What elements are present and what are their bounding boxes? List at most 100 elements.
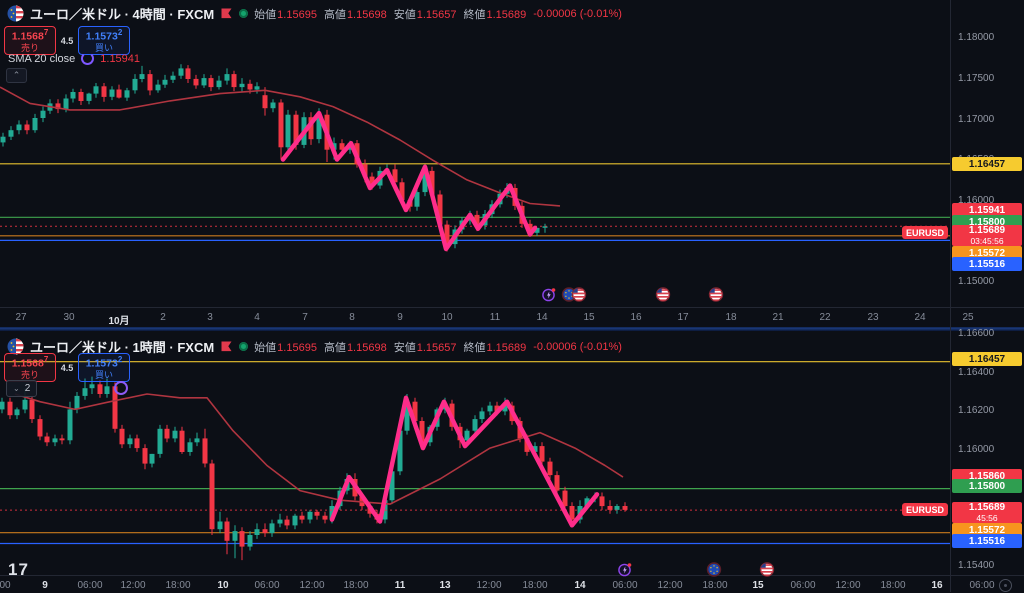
candle-body[interactable] [147,74,153,91]
market-status-icon[interactable] [239,9,249,18]
candle-body[interactable] [547,461,553,476]
legend-collapse-button[interactable]: ⌃ [6,68,27,83]
pane-separator[interactable] [0,326,1024,331]
candle-body[interactable] [527,223,533,233]
price-level-label[interactable]: 1.15572 [952,523,1022,537]
candle-body[interactable] [40,110,46,118]
candle-body[interactable] [70,92,76,99]
sell-button[interactable]: 1.15687 売り [4,353,56,382]
buy-button[interactable]: 1.15732 買い [78,353,130,382]
time-axis-1h[interactable]: 00 9 06:00 12:00 18:00 10 06:00 12:00 18:00 11 13 1… [0,575,1024,593]
time-axis-4h[interactable]: 27 30 10月 2 3 4 7 8 9 10 11 14 15 16 17 18 21 22 23 24 25 [0,307,1024,327]
candle-body[interactable] [534,227,540,233]
zigzag-line[interactable] [280,110,538,252]
candle-body[interactable] [78,92,84,101]
candle-body[interactable] [232,531,238,541]
candle-body[interactable] [464,430,470,441]
candle-body[interactable] [116,89,122,98]
current-price-label[interactable]: 1.15689 03:45:56 [952,225,1022,246]
candle-body[interactable] [329,506,335,520]
candle-body[interactable] [178,68,184,76]
candle-body[interactable] [247,83,253,90]
candle-body[interactable] [93,86,99,94]
candle-body[interactable] [89,384,95,389]
candle-body[interactable] [132,78,138,91]
candle-body[interactable] [224,74,230,81]
candle-body[interactable] [32,118,38,131]
candle-body[interactable] [524,438,530,452]
candle-body[interactable] [16,124,22,131]
sma-line[interactable] [0,86,561,207]
candle-body[interactable] [97,384,103,394]
candle-body[interactable] [55,103,61,110]
candle-body[interactable] [124,90,130,98]
candle-body[interactable] [119,428,125,445]
candle-body[interactable] [254,86,260,90]
candle-body[interactable] [231,74,237,88]
zigzag-line[interactable] [329,395,600,528]
candle-body[interactable] [239,83,245,88]
candle-body[interactable] [209,463,215,530]
candle-body[interactable] [437,194,443,225]
candle-body[interactable] [155,84,161,91]
candle-body[interactable] [0,401,5,410]
price-level-label[interactable]: 1.15516 [952,257,1022,271]
candle-body[interactable] [29,399,35,420]
event-marker[interactable] [759,562,775,582]
candle-body[interactable] [217,521,223,530]
economic-event-flash-icon[interactable] [542,287,557,302]
candle-body[interactable] [24,124,30,131]
candle-body[interactable] [389,471,395,501]
candle-body[interactable] [607,506,613,510]
candle-body[interactable] [109,89,115,97]
collapsed-indicators-badge[interactable]: ⌄ 2 [6,380,38,397]
candle-body[interactable] [14,409,20,416]
candle-body[interactable] [170,75,176,80]
candle-body[interactable] [22,399,28,410]
candle-body[interactable] [322,515,328,520]
candle-body[interactable] [164,428,170,439]
candle-body[interactable] [202,438,208,464]
candle-body[interactable] [82,388,88,396]
candle-body[interactable] [134,438,140,449]
candle-body[interactable] [193,78,199,86]
candle-body[interactable] [262,95,268,109]
candle-body[interactable] [293,114,299,145]
event-marker[interactable] [706,562,722,582]
candle-body[interactable] [479,411,485,420]
candle-body[interactable] [399,182,405,201]
candlestick-plot-1h[interactable] [0,331,950,575]
candle-body[interactable] [185,68,191,79]
candle-body[interactable] [247,535,253,547]
buy-button[interactable]: 1.15732 買い [78,26,130,55]
candle-body[interactable] [474,214,480,226]
sma-legend[interactable]: SMA 20 close 1.15941 [8,52,140,65]
candle-body[interactable] [422,170,428,193]
tradingview-logo[interactable]: 17 [8,560,29,579]
candle-body[interactable] [187,442,193,452]
event-marker[interactable] [618,562,633,582]
candle-body[interactable] [307,511,313,520]
eu-flag-event-icon[interactable] [706,562,722,577]
candle-body[interactable] [157,428,163,454]
sma-line[interactable] [14,393,624,505]
candle-body[interactable] [569,506,575,520]
us-flag-event-icon[interactable] [708,287,724,302]
candle-body[interactable] [392,169,398,183]
candle-body[interactable] [278,102,284,148]
candle-body[interactable] [614,506,620,510]
candle-body[interactable] [37,419,43,437]
us-flag-event-icon[interactable] [571,287,587,302]
candlestick-plot-4h[interactable] [0,0,950,306]
candle-body[interactable] [216,80,222,88]
candle-body[interactable] [292,515,298,526]
candle-body[interactable] [554,475,560,491]
candle-body[interactable] [194,438,200,443]
candle-body[interactable] [0,136,6,143]
chart-title[interactable]: ユーロ／米ドル · 1時間 · FXCM [30,340,215,355]
candle-body[interactable] [63,98,69,110]
candle-body[interactable] [139,74,145,79]
us-flag-event-icon[interactable] [655,287,671,302]
symbol-price-tag[interactable]: EURUSD [902,503,948,516]
candle-body[interactable] [112,386,118,429]
